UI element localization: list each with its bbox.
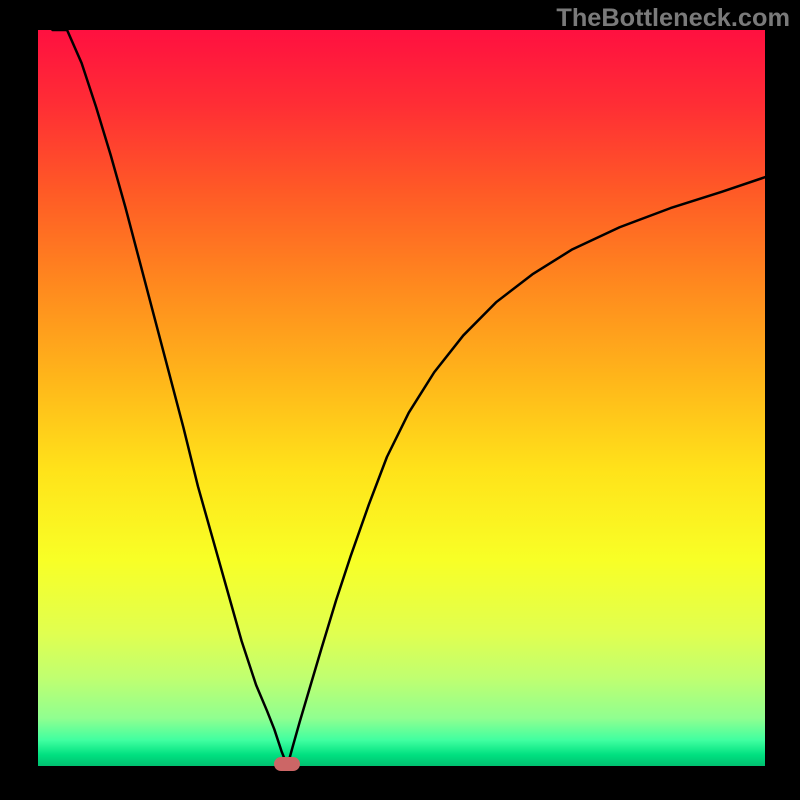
chart-container: TheBottleneck.com (0, 0, 800, 800)
plot-area (38, 30, 765, 766)
watermark-text: TheBottleneck.com (556, 4, 790, 33)
apex-marker (274, 757, 300, 771)
curve-svg (38, 30, 765, 766)
curve-right-branch (287, 177, 765, 766)
curve-left-branch (53, 30, 288, 766)
